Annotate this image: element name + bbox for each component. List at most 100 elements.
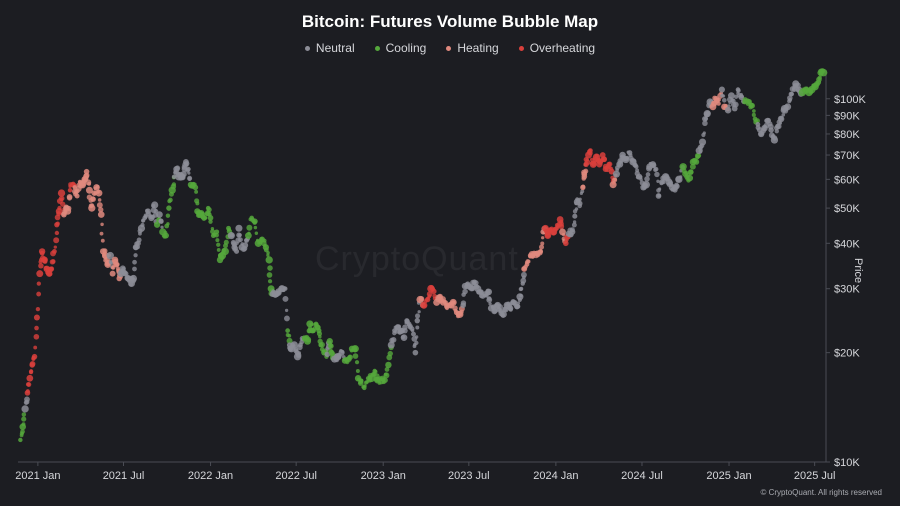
data-point xyxy=(653,166,659,172)
data-point xyxy=(267,265,273,271)
data-point xyxy=(348,354,352,359)
data-point xyxy=(580,189,585,194)
data-point xyxy=(253,225,258,230)
data-point xyxy=(192,184,199,191)
data-point xyxy=(414,317,420,324)
data-point xyxy=(49,266,55,272)
legend-label-overheating: Overheating xyxy=(529,41,596,55)
data-point xyxy=(412,344,417,349)
data-point xyxy=(516,304,521,309)
data-point xyxy=(702,131,706,135)
data-point xyxy=(52,248,57,254)
data-point xyxy=(385,361,392,369)
legend-dot-heating xyxy=(446,45,452,51)
data-point xyxy=(402,324,408,330)
data-point xyxy=(42,258,48,264)
data-point xyxy=(642,180,650,189)
data-point xyxy=(520,277,527,284)
data-point xyxy=(784,103,792,111)
data-point xyxy=(688,169,694,175)
data-point xyxy=(689,163,696,170)
data-point xyxy=(516,301,521,306)
data-point xyxy=(817,75,822,81)
data-point xyxy=(724,106,732,114)
legend-label-neutral: Neutral xyxy=(315,41,355,55)
legend-item-heating[interactable]: Heating xyxy=(446,41,499,55)
data-point xyxy=(153,221,161,228)
data-point xyxy=(83,172,90,179)
data-point xyxy=(351,345,359,353)
data-point xyxy=(387,341,395,349)
data-point xyxy=(721,97,727,103)
data-point xyxy=(355,369,360,373)
data-point xyxy=(97,211,105,218)
data-point xyxy=(727,92,735,100)
data-point xyxy=(136,237,142,243)
x-tick-label: 2022 Jan xyxy=(188,470,233,482)
data-point xyxy=(129,274,138,283)
data-point xyxy=(34,325,39,331)
data-point xyxy=(656,179,660,183)
x-tick-label: 2025 Jan xyxy=(706,470,751,482)
data-point xyxy=(214,229,220,235)
data-point xyxy=(234,248,240,254)
data-point xyxy=(168,197,173,203)
data-point xyxy=(577,200,583,206)
data-point xyxy=(54,230,60,236)
data-point xyxy=(166,222,170,226)
data-point xyxy=(29,360,36,367)
legend-item-cooling[interactable]: Cooling xyxy=(374,41,426,55)
data-point xyxy=(686,174,694,182)
data-point xyxy=(297,351,302,355)
y-tick-label: $90K xyxy=(834,110,860,122)
data-point xyxy=(102,248,108,254)
data-point xyxy=(639,177,643,182)
data-point xyxy=(59,197,64,202)
data-point xyxy=(284,308,289,313)
data-point xyxy=(492,308,498,314)
data-point xyxy=(588,151,593,156)
data-point xyxy=(499,310,507,318)
data-point xyxy=(768,127,774,133)
data-point xyxy=(36,281,41,286)
y-tick-label: $70K xyxy=(834,150,860,162)
data-point xyxy=(363,384,367,388)
data-point xyxy=(187,175,193,181)
data-point xyxy=(678,175,683,179)
chart-title: Bitcoin: Futures Volume Bubble Map xyxy=(301,12,599,31)
y-tick-label: $10K xyxy=(834,457,860,469)
data-point xyxy=(654,171,660,178)
data-point xyxy=(727,104,731,108)
data-point xyxy=(571,222,577,228)
data-point xyxy=(57,189,66,197)
data-point xyxy=(819,68,828,77)
data-point xyxy=(140,222,145,228)
data-point xyxy=(414,335,419,339)
y-tick-label: $20K xyxy=(834,348,860,360)
y-tick-label: $60K xyxy=(834,174,860,186)
data-point xyxy=(572,220,577,224)
data-point xyxy=(541,236,545,240)
data-point xyxy=(538,249,543,254)
data-point xyxy=(223,239,229,245)
y-tick-label: $40K xyxy=(834,238,860,250)
legend-item-overheating[interactable]: Overheating xyxy=(518,41,596,55)
data-point xyxy=(583,168,589,174)
data-point xyxy=(87,181,92,186)
data-point xyxy=(781,112,786,117)
data-point xyxy=(29,369,33,373)
data-point xyxy=(387,350,393,357)
data-point xyxy=(415,313,421,319)
data-point xyxy=(594,153,599,159)
data-point xyxy=(630,158,637,164)
data-point xyxy=(384,367,390,372)
data-point xyxy=(143,214,148,219)
data-point xyxy=(512,300,518,305)
data-point xyxy=(585,158,589,162)
data-point xyxy=(207,215,214,221)
data-point xyxy=(508,307,513,312)
data-point xyxy=(751,112,756,117)
legend-item-neutral[interactable]: Neutral xyxy=(304,41,355,55)
data-point xyxy=(266,253,270,257)
